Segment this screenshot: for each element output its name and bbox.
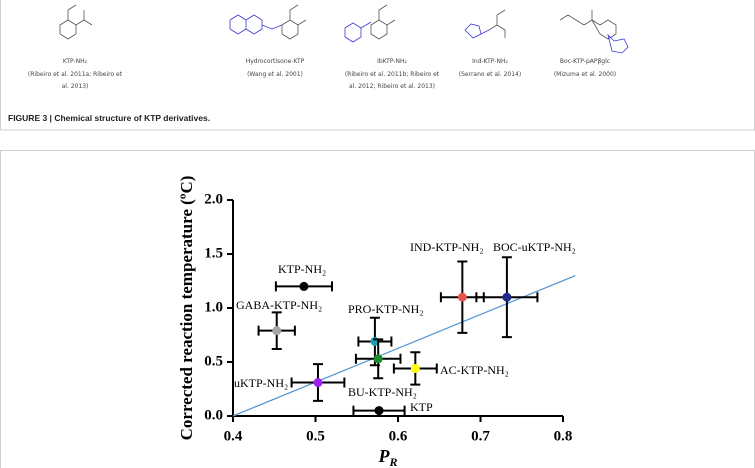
point-label: PRO-KTP-NH₂	[348, 302, 424, 316]
structures	[59, 4, 629, 54]
x-tick-label: 0.4	[224, 428, 243, 444]
chart: Corrected reaction temperature (ºC) PR 0…	[177, 176, 576, 468]
structure-citation: (Mizuma et al. 2000)	[554, 71, 616, 78]
caption-label: FIGURE 3 |	[8, 113, 52, 123]
x-tick-label: 0.7	[471, 428, 490, 444]
structure-citation: (Serrano et al. 2014)	[459, 71, 521, 78]
structure-name: IbKTP-NH₂	[377, 58, 407, 65]
caption-text: Chemical structure of KTP derivatives.	[54, 113, 210, 123]
point	[457, 292, 467, 302]
point	[502, 292, 512, 302]
point-label: GABA-KTP-NH₂	[236, 298, 322, 312]
point	[272, 326, 282, 336]
structure-citation: (Ribeiro et al. 2011b; Ribeiro et	[345, 71, 440, 78]
x-axis-title-sub: R	[388, 455, 397, 468]
x-tick-label: 0.5	[306, 428, 325, 444]
point-label: uKTP-NH₂	[234, 376, 288, 390]
structure-name: KTP-NH₂	[63, 58, 88, 65]
structure-citation: (Ribeiro et al. 2011a; Ribeiro et	[28, 71, 123, 78]
point	[410, 363, 420, 373]
structure-citation: al. 2012; Ribeiro et al. 2013)	[349, 83, 435, 90]
point-label: AC-KTP-NH₂	[440, 363, 509, 377]
captions: KTP-NH₂ (Ribeiro et al. 2011a; Ribeiro et…	[28, 58, 616, 90]
figure-caption: FIGURE 3 | Chemical structure of KTP der…	[8, 113, 210, 123]
y-tick-label: 2.0	[204, 191, 223, 207]
x-axis-title-main: P	[377, 446, 390, 466]
structure-citation: al. 2013)	[62, 83, 89, 90]
trend-line	[232, 274, 576, 417]
point	[374, 406, 384, 416]
structure-name: Ind-KTP-NH₂	[472, 58, 508, 65]
figure-box	[0, 0, 755, 131]
y-tick-label: 0.5	[204, 353, 223, 369]
structure-name: Hydrocortisone-KTP	[246, 58, 305, 65]
structure-citation: (Wang et al. 2001)	[247, 71, 303, 78]
x-tick-label: 0.8	[554, 428, 573, 444]
point	[373, 354, 383, 364]
point-label: IND-KTP-NH₂	[410, 240, 484, 254]
y-tick-label: 1.0	[204, 299, 223, 315]
y-tick-label: 0.0	[204, 407, 223, 423]
point-label: KTP-NH₂	[278, 262, 326, 276]
point-label: KTP	[410, 400, 433, 414]
x-tick-label: 0.6	[389, 428, 408, 444]
x-axis-title: PR	[377, 446, 397, 468]
structure-name: Boc-KTP-pAPβglc	[560, 58, 610, 65]
point	[299, 281, 309, 291]
y-tick-label: 1.5	[204, 245, 223, 261]
y-axis-title: Corrected reaction temperature (ºC)	[177, 176, 196, 441]
point-label: BU-KTP-NH₂	[348, 385, 417, 399]
point	[313, 378, 323, 388]
point-label: BOC-uKTP-NH₂	[493, 240, 576, 254]
